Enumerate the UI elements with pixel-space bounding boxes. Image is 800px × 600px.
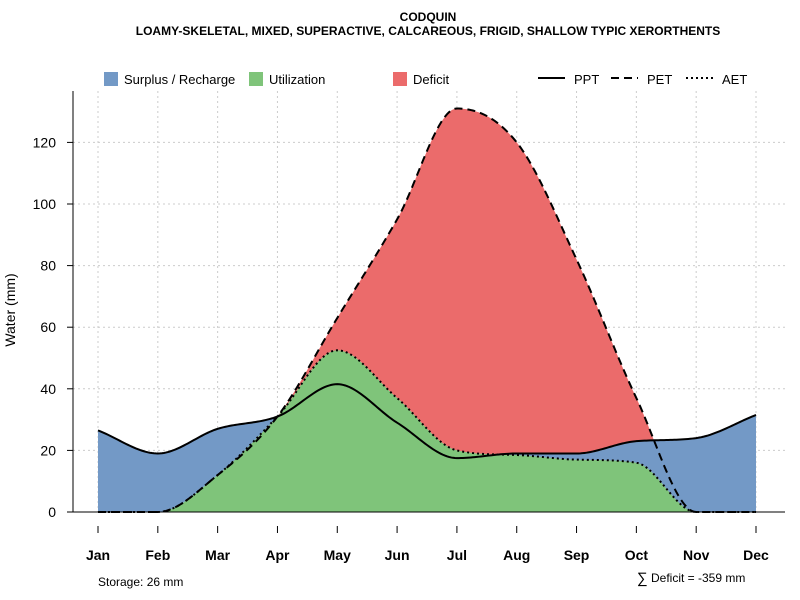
- y-tick-label: 40: [40, 381, 56, 397]
- x-tick-label: Aug: [503, 547, 530, 563]
- area-surplus-overlay: [98, 350, 756, 512]
- x-tick-label: Oct: [625, 547, 649, 563]
- chart-subtitle: LOAMY-SKELETAL, MIXED, SUPERACTIVE, CALC…: [136, 24, 720, 38]
- storage-note: Storage: 26 mm: [98, 575, 183, 589]
- area-deficit: [98, 108, 756, 513]
- area-utilization: [98, 350, 756, 512]
- series-line-ppt: [97, 383, 757, 460]
- x-tick-label: Sep: [564, 547, 590, 563]
- axes: 0 20 40 60 80 100 120 Jan Feb Mar Apr May Jun Jul Aug S…: [33, 91, 785, 563]
- y-tick-label: 60: [40, 319, 56, 335]
- y-tick-label: 100: [33, 196, 57, 212]
- x-tick-label: Dec: [743, 547, 769, 563]
- legend-line-label: PPT: [574, 72, 599, 87]
- x-tick-label: Jun: [385, 547, 410, 563]
- legend-swatch: [249, 72, 263, 86]
- series-line-aet: [98, 349, 756, 513]
- legend-swatch: [104, 72, 118, 86]
- deficit-note: Deficit = -359 mm: [651, 571, 745, 585]
- legend-line-label: PET: [647, 72, 672, 87]
- y-tick-label: 20: [40, 442, 56, 458]
- area-fills: [98, 108, 756, 513]
- x-tick-label: Mar: [205, 547, 230, 563]
- legend: Surplus / Recharge Utilization Deficit PPT P…: [104, 72, 747, 87]
- x-tick-label: Feb: [145, 547, 170, 563]
- x-tick-label: Nov: [683, 547, 710, 563]
- y-tick-label: 80: [40, 258, 56, 274]
- legend-label: Deficit: [413, 72, 450, 87]
- x-tick-label: Jan: [86, 547, 110, 563]
- y-axis-label: Water (mm): [2, 273, 18, 346]
- chart-title: CODQUIN: [400, 10, 457, 24]
- legend-label: Surplus / Recharge: [124, 72, 235, 87]
- x-tick-label: Apr: [265, 547, 290, 563]
- legend-line-label: AET: [722, 72, 747, 87]
- y-tick-label: 120: [33, 134, 57, 150]
- y-tick-label: 0: [48, 504, 56, 520]
- legend-swatch: [393, 72, 407, 86]
- x-tick-label: May: [324, 547, 351, 563]
- sum-symbol: ∑: [637, 570, 648, 587]
- series-lines: [97, 107, 757, 513]
- x-tick-label: Jul: [447, 547, 467, 563]
- legend-label: Utilization: [269, 72, 325, 87]
- series-line-pet: [98, 107, 756, 513]
